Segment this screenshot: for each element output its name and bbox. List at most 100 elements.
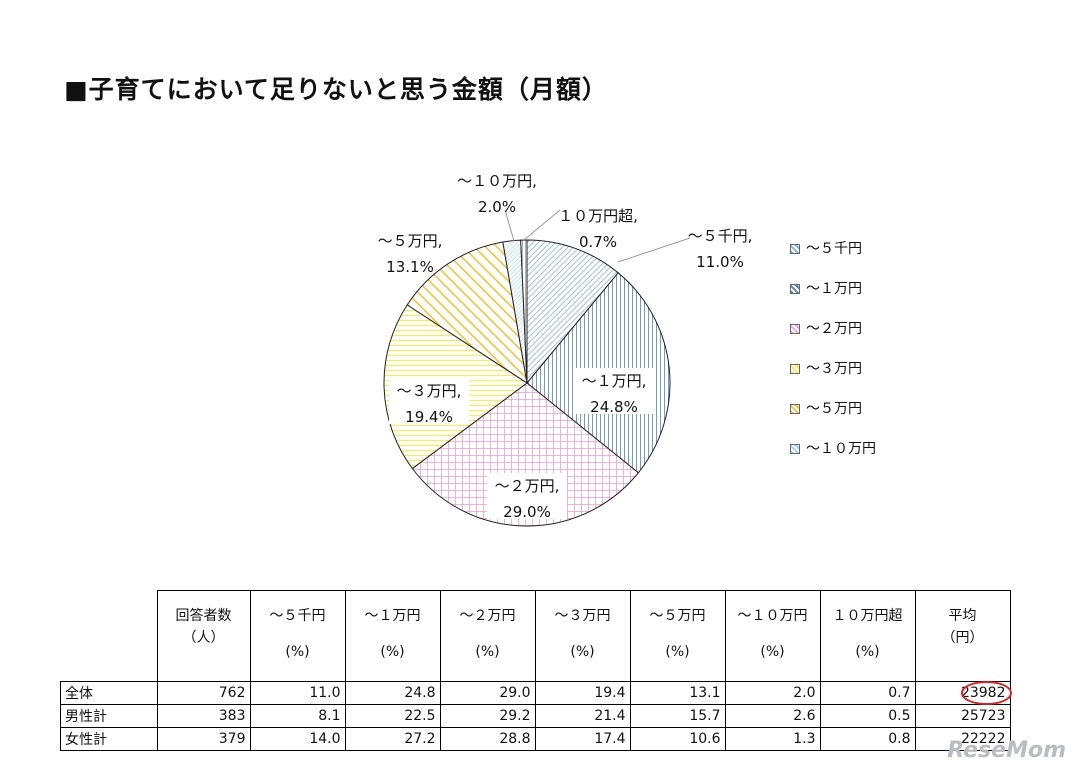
legend-item-lt30k: ～３万円 [790,360,910,379]
column-header: ～５千円 (%) [249,590,346,682]
table-cell: 14.0 [249,727,346,751]
column-header-label: １０万円超 [832,608,903,624]
pie-slice-gt100k [520,239,528,384]
legend-swatch-icon [790,244,800,254]
table-cell: 22.5 [344,704,441,728]
pie-slice-lt5k [526,239,619,385]
column-header: ～２万円 (%) [439,590,536,682]
column-header-label: ～３万円 [554,608,611,624]
slice-label-lt10k: ～１万円, 24.8% [582,372,647,416]
table-cell: 2.6 [724,704,821,728]
watermark-logo: ReseMom [947,738,1066,763]
column-header-unit: (%) [380,644,405,660]
column-header: ～１万円 (%) [344,590,441,682]
legend-swatch-icon [790,404,800,414]
legend-item-lt10k: ～１万円 [790,280,910,299]
table-cell: 17.4 [534,727,631,751]
table-cell: 22222 [914,727,1011,751]
column-header-label: 回答者数 [175,608,232,624]
slice-label-gt100k: １０万円超, 0.7% [558,207,638,251]
slice-label-lt5k: ～５千円, 11.0% [688,227,753,271]
column-header-unit: (%) [760,644,785,660]
column-header-label: ～２万円 [459,608,516,624]
column-header-unit: （人） [182,630,225,646]
column-header-label: ～１万円 [364,608,421,624]
legend-label: ～２万円 [806,321,862,337]
row-label: 全体 [60,681,158,705]
pie-slice-lt50k [406,241,528,385]
legend-label: ～５千円 [806,241,862,257]
column-header-label: ～５万円 [649,608,706,624]
table-cell: 27.2 [344,727,441,751]
legend-swatch-icon [790,324,800,334]
column-header-unit: (%) [570,644,595,660]
row-label: 男性計 [60,704,158,728]
column-header-unit: (%) [665,644,690,660]
legend-item-lt50k: ～５万円 [790,400,910,419]
table-cell: 21.4 [534,704,631,728]
table-corner [60,590,158,682]
table-cell: 25723 [914,704,1011,728]
legend-swatch-icon [790,444,800,454]
legend-label: ～１万円 [806,281,862,297]
column-header-label: 平均 [948,608,977,624]
table-cell: 2.0 [724,681,821,705]
table-cell: 29.2 [439,704,536,728]
slice-label-bg-lt10k [574,368,654,414]
table-row: 女性計 379 14.0 27.2 28.8 17.4 10.6 1.3 0.8 22222 [60,727,1011,751]
table-cell: 1.3 [724,727,821,751]
legend-swatch-icon [790,364,800,374]
column-header: 平均 （円） [914,590,1011,682]
table-cell: 0.7 [819,681,916,705]
legend-item-lt5k: ～５千円 [790,240,910,259]
pie-slice-lt20k [411,382,640,527]
table-cell: 8.1 [249,704,346,728]
table-cell: 19.4 [534,681,631,705]
slice-label-lt30k: ～３万円, 19.4% [397,382,462,426]
leader-line-lt100k [504,209,515,242]
table-cell: 762 [156,681,251,705]
pie-chart: ～５千円, 11.0% ～１万円, 24.8% ～２万円, 29.0% ～３万円, 19.4%… [378,172,753,527]
legend-item-lt100k: ～１０万円 [790,440,910,459]
slice-label-bg-lt20k [487,473,567,519]
slice-label-lt50k: ～５万円, 13.1% [378,232,443,276]
table-cell: 29.0 [439,681,536,705]
table-cell: 0.8 [819,727,916,751]
chart-legend: ～５千円 ～１万円 ～２万円 ～３万円 ～５万円 ～１０万円 [790,240,910,480]
slice-label-bg-lt30k [389,378,469,424]
column-header-unit: (%) [855,644,880,660]
table-cell: 383 [156,704,251,728]
table-cell: 10.6 [629,727,726,751]
legend-swatch-icon [790,284,800,294]
legend-label: ～３万円 [806,361,862,377]
column-header: ～５万円 (%) [629,590,726,682]
column-header: ～１０万円 (%) [724,590,821,682]
legend-label: ～５万円 [806,401,862,417]
column-header: 回答者数 （人） [156,590,251,682]
slice-label-lt100k: ～１０万円, 2.0% [457,172,537,216]
column-header-unit: (%) [475,644,500,660]
table-cell: 23982 [914,681,1011,705]
table-cell: 28.8 [439,727,536,751]
legend-item-lt20k: ～２万円 [790,320,910,339]
legend-label: ～１０万円 [806,441,876,457]
table-cell: 379 [156,727,251,751]
slice-label-lt20k: ～２万円, 29.0% [495,477,560,521]
column-header-unit: (%) [285,644,310,660]
leader-line-gt100k [523,209,561,241]
column-header-label: ～５千円 [269,608,326,624]
table-row: 全体 762 11.0 24.8 29.0 19.4 13.1 2.0 0.7 23982 [60,681,1011,705]
column-header-unit: （円） [941,630,984,646]
highlighted-average: 23982 [960,685,1006,701]
table-cell: 15.7 [629,704,726,728]
row-label: 女性計 [60,727,158,751]
column-header: １０万円超 (%) [819,590,916,682]
data-table: 回答者数 （人） ～５千円 (%) ～１万円 (%) ～２万円 (%) ～３万円 (%) ～５万円 (… [60,590,1011,751]
table-cell: 13.1 [629,681,726,705]
table-cell: 24.8 [344,681,441,705]
column-header-label: ～１０万円 [737,608,808,624]
leader-line-lt5k [617,237,691,263]
table-row: 男性計 383 8.1 22.5 29.2 21.4 15.7 2.6 0.5 25723 [60,704,1011,728]
table-cell: 11.0 [249,681,346,705]
page-title: ■子育てにおいて足りないと思う金額（月額） [64,75,608,104]
